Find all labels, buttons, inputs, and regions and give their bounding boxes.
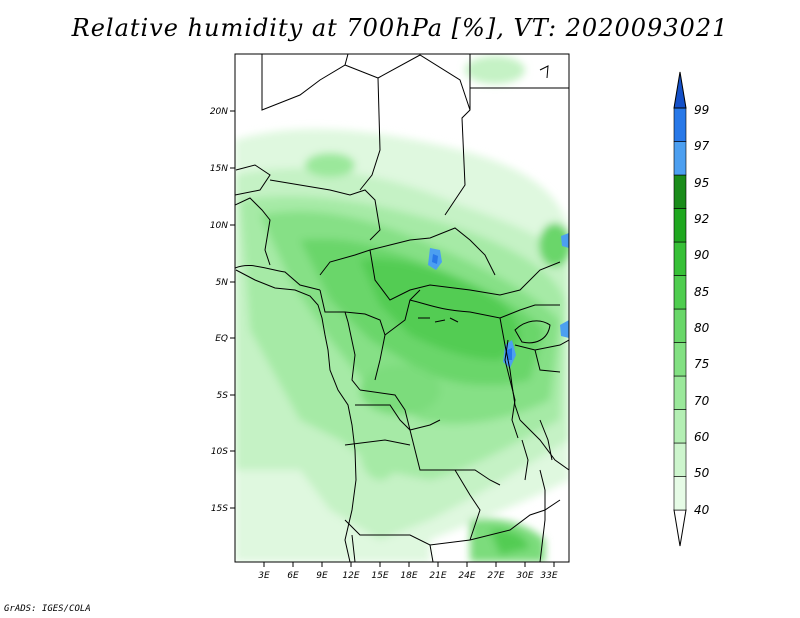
colorbar-label-92: 92 [694,212,709,226]
lat-label-5n: 5N [216,278,229,288]
lon-label-33e: 33E [540,571,557,581]
colorbar-swatch [673,141,687,176]
map-frame [234,53,570,563]
lon-label-12e: 12E [342,571,359,581]
lon-label-15e: 15E [371,571,388,581]
lon-label-9e: 9E [316,571,328,581]
lat-label-eq: EQ [215,334,228,344]
lat-label-15s: 15S [211,504,228,514]
lat-label-20n: 20N [210,107,228,117]
latitude-axis: 20N 15N 10N 5N EQ 5S 10S 15S [210,107,235,514]
colorbar-label-70: 70 [694,394,710,408]
colorbar-swatch [673,308,687,343]
colorbar-swatch [673,442,687,477]
colorbar-swatch [673,409,687,444]
lon-label-30e: 30E [516,571,533,581]
lon-label-21e: 21E [429,571,446,581]
lat-label-5s: 5S [217,391,229,401]
colorbar-swatch [673,375,687,410]
longitude-axis: 3E 6E 9E 12E 15E 18E 21E 24E 27E 30E 33E [258,562,558,581]
colorbar-lower-triangle [673,509,687,547]
colorbar-label-40: 40 [694,503,710,517]
colorbar-label-97: 97 [694,139,710,153]
lat-label-15n: 15N [210,164,228,174]
colorbar-swatch [673,275,687,310]
map-title: Relative humidity at 700hPa [%], VT: 202… [71,14,729,42]
colorbar-swatch [673,174,687,209]
lon-label-18e: 18E [400,571,417,581]
colorbar-swatch [673,241,687,276]
grads-credit: GrADS: IGES/COLA [4,604,91,614]
lon-label-27e: 27E [487,571,504,581]
colorbar-swatch [673,208,687,243]
colorbar-label-80: 80 [694,321,710,335]
colorbar-swatch [673,476,687,511]
colorbar-label-60: 60 [694,430,710,444]
colorbar [673,71,687,547]
colorbar-swatch [673,107,687,142]
colorbar-label-95: 95 [694,176,709,190]
colorbar-swatch [673,342,687,377]
lon-label-6e: 6E [287,571,299,581]
colorbar-label-50: 50 [694,466,710,480]
colorbar-label-75: 75 [694,357,709,371]
lat-label-10s: 10S [211,447,228,457]
lat-label-10n: 10N [210,221,228,231]
country-borders [235,54,569,562]
colorbar-label-85: 85 [694,285,709,299]
lon-label-3e: 3E [258,571,270,581]
colorbar-upper-triangle [673,71,687,109]
colorbar-label-90: 90 [694,248,710,262]
colorbar-label-99: 99 [694,103,709,117]
colorbar-labels: 99 97 95 92 90 85 80 75 70 60 50 40 [694,103,710,517]
lon-label-24e: 24E [458,571,475,581]
humidity-field [235,54,569,562]
